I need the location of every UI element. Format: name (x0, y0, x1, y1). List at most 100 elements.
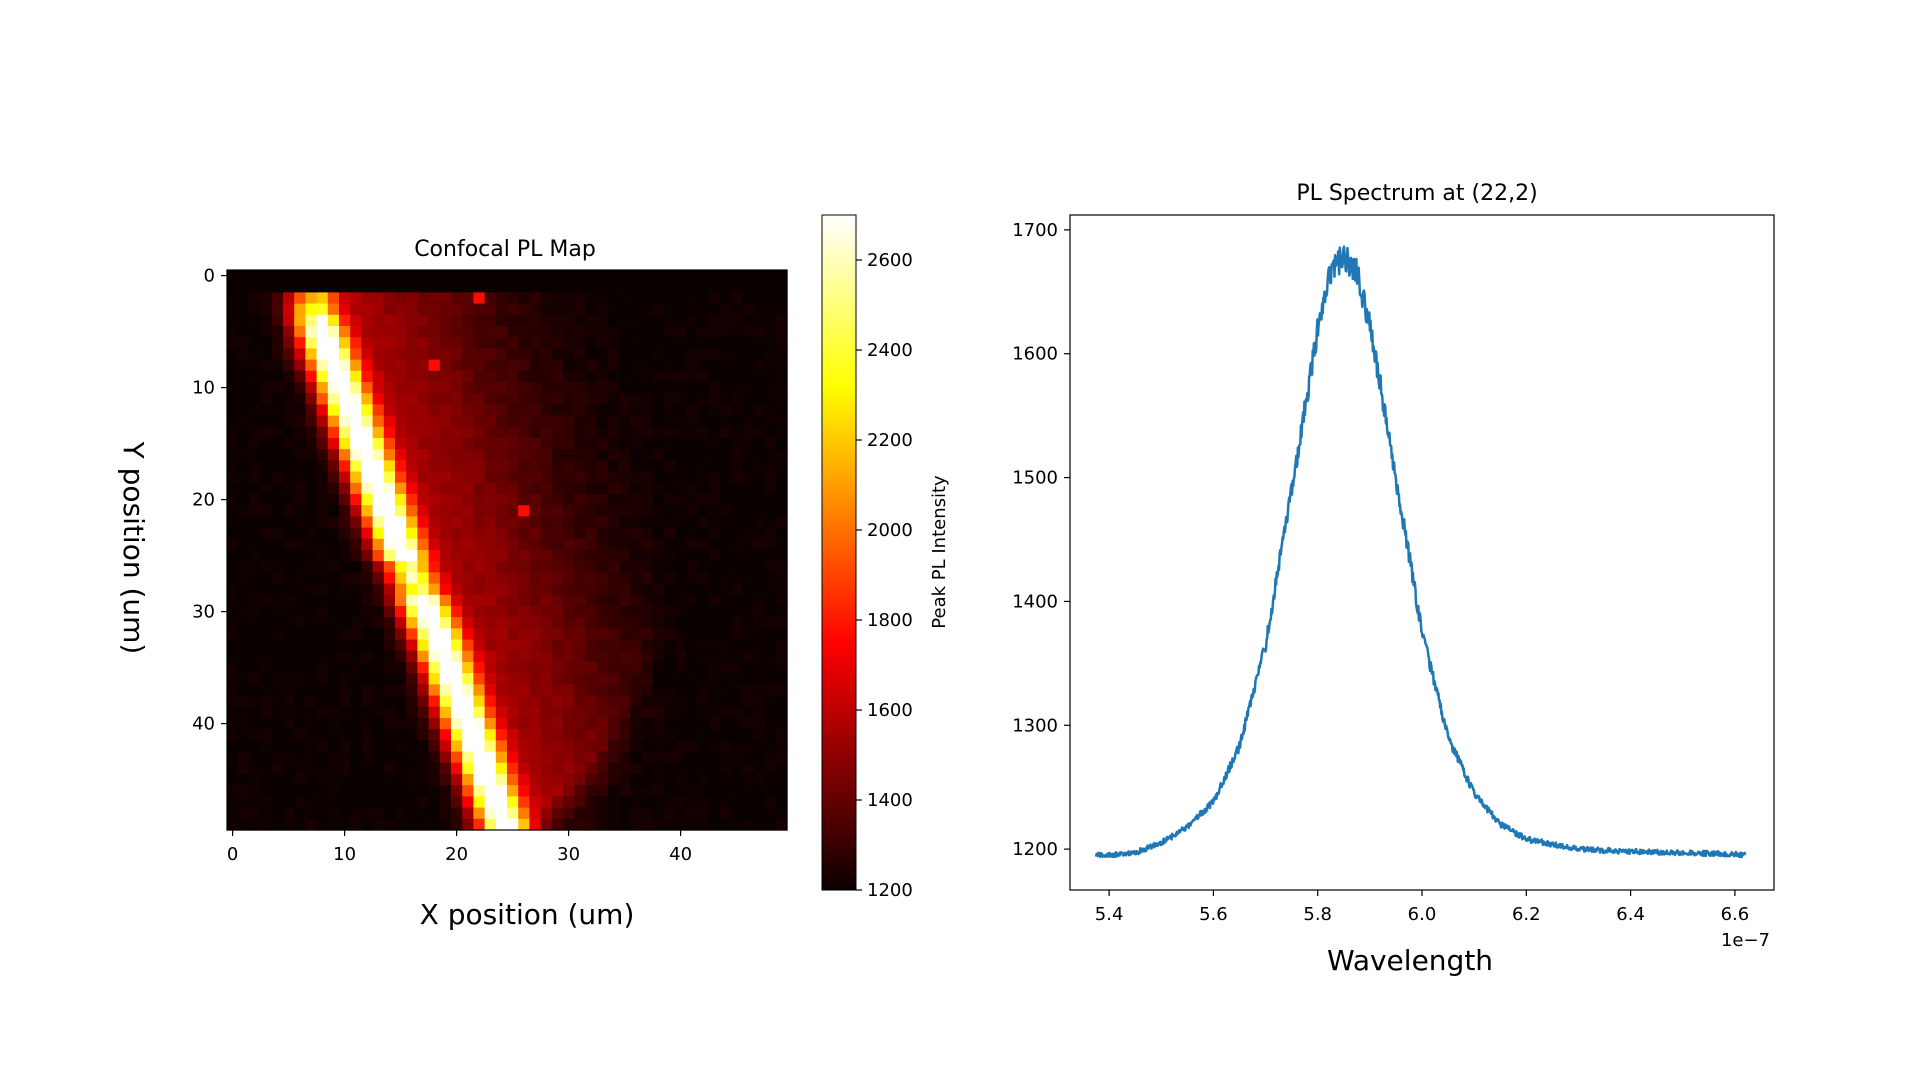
heatmap-cell (462, 426, 474, 439)
heatmap-cell (439, 482, 452, 495)
heatmap-cell (551, 449, 564, 461)
heatmap-cell (305, 460, 318, 473)
heatmap-cell (339, 639, 351, 652)
heatmap-cell (451, 281, 463, 293)
heatmap-cell (305, 494, 318, 506)
heatmap-cell (350, 527, 362, 540)
heatmap-cell (361, 326, 374, 338)
heatmap-cell (327, 617, 340, 629)
heatmap-cell (529, 561, 542, 573)
heatmap-cell (574, 785, 586, 797)
heatmap-cell (742, 494, 754, 506)
heatmap-cell (630, 762, 642, 775)
heatmap-cell (372, 438, 385, 450)
heatmap-cell (294, 796, 306, 809)
heatmap-cell (663, 482, 676, 495)
heatmap-cell (473, 617, 486, 629)
heatmap-cell (417, 818, 430, 831)
heatmap-cell (697, 326, 710, 338)
heatmap-cell (495, 382, 508, 394)
heatmap-cell (719, 561, 732, 573)
heatmap-cell (641, 527, 654, 540)
heatmap-cell (585, 550, 598, 562)
heatmap-cell (383, 561, 396, 573)
heatmap-cell (540, 639, 553, 652)
heatmap-cell (428, 785, 441, 797)
heatmap-cell (719, 785, 732, 797)
heatmap-cell (428, 314, 441, 327)
heatmap-cell (327, 382, 340, 394)
heatmap-cell (428, 740, 441, 753)
heatmap-cell (731, 270, 743, 282)
heatmap-cell (428, 471, 441, 484)
heatmap-cell (462, 382, 474, 394)
heatmap-cell (305, 583, 318, 596)
heatmap-cell (540, 572, 553, 585)
heatmap-cell (596, 359, 609, 372)
heatmap-cell (753, 628, 766, 641)
heatmap-cell (507, 796, 519, 809)
heatmap-cell (294, 370, 306, 383)
heatmap-cell (238, 370, 250, 383)
heatmap-cell (395, 426, 407, 439)
heatmap-cell (395, 628, 407, 641)
heatmap-cell (350, 471, 362, 484)
heatmap-cell (764, 561, 777, 573)
heatmap-cell (271, 460, 284, 473)
heatmap-cell (462, 292, 474, 305)
heatmap-cell (350, 460, 362, 473)
heatmap-cell (383, 337, 396, 349)
heatmap-cell (327, 516, 340, 529)
heatmap-cell (607, 303, 620, 316)
heatmap-cell (361, 415, 374, 428)
heatmap-cell (428, 516, 441, 529)
heatmap-cell (630, 561, 642, 573)
heatmap-cell (663, 818, 676, 831)
heatmap-cell (395, 762, 407, 775)
heatmap-cell (731, 393, 743, 405)
heatmap-cell (484, 639, 497, 652)
heatmap-cell (551, 606, 564, 618)
heatmap-cell (708, 774, 721, 786)
heatmap-cell (428, 337, 441, 349)
heatmap-cell (249, 561, 262, 573)
heatmap-cell (316, 572, 329, 585)
heatmap-cell (663, 550, 676, 562)
heatmap-cell (753, 281, 766, 293)
heatmap-cell (260, 426, 273, 439)
heatmap-cell (708, 449, 721, 461)
heatmap-cell (719, 471, 732, 484)
colorbar-label: Peak PL Intensity (929, 475, 950, 629)
heatmap-cell (652, 796, 665, 809)
heatmap-cell (675, 426, 687, 439)
heatmap-cell (753, 561, 766, 573)
heatmap-cell (574, 494, 586, 506)
heatmap-cell (260, 650, 273, 663)
heatmap-cell (619, 729, 631, 741)
heatmap-cell (563, 695, 575, 708)
heatmap-cell (507, 673, 519, 685)
heatmap-cell (294, 583, 306, 596)
heatmap-cell (563, 449, 575, 461)
heatmap-cell (563, 326, 575, 338)
heatmap-cell (708, 471, 721, 484)
heatmap-cell (495, 326, 508, 338)
heatmap-cell (462, 438, 474, 450)
heatmap-cell (775, 594, 788, 607)
heatmap-cell (731, 807, 743, 820)
heatmap-cell (764, 718, 777, 730)
heatmap-cell (708, 460, 721, 473)
heatmap-cell (540, 751, 553, 764)
heatmap-cell (652, 718, 665, 730)
heatmap-cell (238, 695, 250, 708)
heatmap-cell (271, 729, 284, 741)
heatmap-cell (484, 281, 497, 293)
heatmap-cell (630, 818, 642, 831)
heatmap-cell (260, 292, 273, 305)
heatmap-cell (473, 426, 486, 439)
heatmap-cell (428, 706, 441, 719)
heatmap-cell (406, 314, 418, 327)
heatmap-cell (327, 673, 340, 685)
